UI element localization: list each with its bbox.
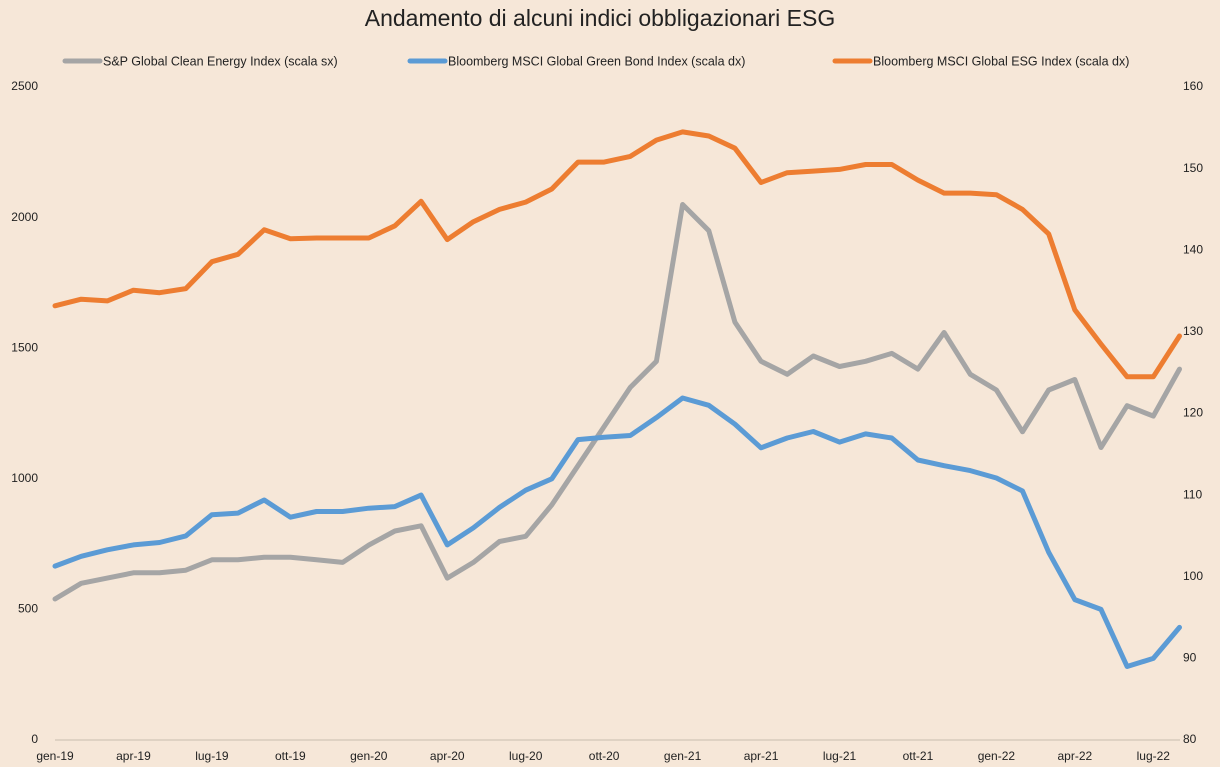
x-tick-label: gen-21 bbox=[664, 749, 702, 763]
x-tick-label: ott-19 bbox=[275, 749, 306, 763]
legend-label: Bloomberg MSCI Global Green Bond Index (… bbox=[448, 54, 745, 68]
y2-tick-label: 150 bbox=[1183, 161, 1203, 175]
x-tick-label: lug-20 bbox=[509, 749, 543, 763]
series-line bbox=[52, 129, 1182, 380]
x-tick-label: gen-22 bbox=[978, 749, 1016, 763]
y2-tick-label: 90 bbox=[1183, 651, 1197, 665]
y-tick-label: 500 bbox=[18, 602, 38, 616]
y2-tick-label: 120 bbox=[1183, 406, 1203, 420]
y2-tick-label: 80 bbox=[1183, 732, 1197, 746]
series-line bbox=[52, 395, 1182, 669]
y2-tick-label: 130 bbox=[1183, 324, 1203, 338]
x-tick-label: apr-22 bbox=[1058, 749, 1093, 763]
x-tick-label: ott-20 bbox=[589, 749, 620, 763]
x-tick-label: apr-21 bbox=[744, 749, 779, 763]
y2-tick-label: 160 bbox=[1183, 79, 1203, 93]
x-tick-label: lug-22 bbox=[1137, 749, 1171, 763]
y2-tick-label: 100 bbox=[1183, 569, 1203, 583]
y-tick-label: 1500 bbox=[11, 340, 38, 354]
y2-tick-label: 140 bbox=[1183, 242, 1203, 256]
x-tick-label: gen-19 bbox=[36, 749, 74, 763]
x-tick-label: gen-20 bbox=[350, 749, 388, 763]
legend-label: Bloomberg MSCI Global ESG Index (scala d… bbox=[873, 54, 1129, 68]
y2-tick-label: 110 bbox=[1183, 487, 1202, 501]
x-tick-label: lug-21 bbox=[823, 749, 857, 763]
y-tick-label: 1000 bbox=[11, 471, 38, 485]
legend-label: S&P Global Clean Energy Index (scala sx) bbox=[103, 54, 338, 68]
chart-title: Andamento di alcuni indici obbligazionar… bbox=[365, 5, 836, 31]
x-tick-label: apr-20 bbox=[430, 749, 465, 763]
y-tick-label: 2500 bbox=[11, 79, 38, 93]
y-tick-label: 0 bbox=[31, 732, 38, 746]
x-tick-label: apr-19 bbox=[116, 749, 151, 763]
x-tick-label: ott-21 bbox=[903, 749, 934, 763]
x-tick-label: lug-19 bbox=[195, 749, 229, 763]
series-line bbox=[52, 202, 1182, 602]
y-tick-label: 2000 bbox=[11, 210, 38, 224]
